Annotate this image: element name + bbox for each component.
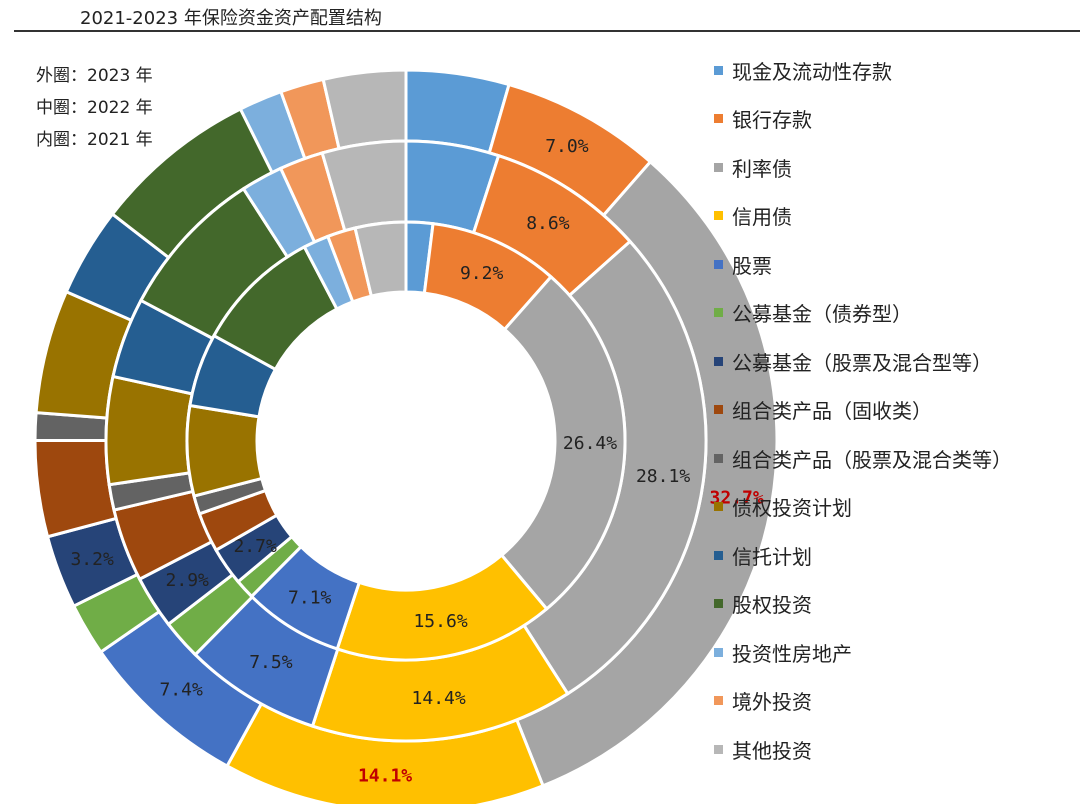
legend-item: 信用债: [714, 192, 1012, 241]
legend-swatch: [714, 308, 723, 318]
legend-label: 现金及流动性存款: [732, 59, 892, 84]
slice-outer-14: [321, 68, 408, 151]
legend-item: 股票: [714, 240, 1012, 289]
legend-item: 公募基金（债券型）: [714, 289, 1012, 338]
data-label-middle-6: 2.9%: [166, 570, 210, 591]
legend-label: 股票: [732, 253, 772, 278]
ring-note-middle: 中圈：2022 年: [36, 98, 153, 118]
title-rule: [14, 30, 1080, 32]
ring-notes: 外圈：2023 年 中圈：2022 年 内圈：2021 年: [36, 60, 153, 156]
legend-swatch: [714, 550, 723, 560]
legend-swatch: [714, 259, 723, 269]
data-label-middle-3: 14.4%: [412, 688, 466, 709]
donut-hole: [257, 292, 555, 590]
legend-label: 公募基金（债券型）: [732, 302, 912, 327]
data-label-inner-4: 7.1%: [288, 587, 332, 608]
ring-note-outer: 外圈：2023 年: [36, 66, 153, 86]
data-label-outer-4: 7.4%: [159, 679, 203, 700]
legend-item: 其他投资: [714, 725, 1012, 774]
legend-label: 银行存款: [732, 108, 812, 133]
legend-swatch: [714, 599, 723, 609]
legend-item: 股权投资: [714, 580, 1012, 629]
slice-outer-7: [33, 438, 118, 539]
legend-label: 信用债: [732, 205, 792, 230]
legend-label: 境外投资: [732, 690, 812, 715]
legend-swatch: [714, 453, 723, 463]
legend-swatch: [714, 211, 723, 221]
data-label-middle-4: 7.5%: [249, 652, 293, 673]
chart-legend: 现金及流动性存款 银行存款利率债信用债股票公募基金（债券型） 公募基金（股票及混合型…: [714, 46, 1012, 774]
legend-label: 信托计划: [732, 544, 812, 569]
legend-item: 境外投资: [714, 677, 1012, 726]
data-label-inner-2: 26.4%: [563, 433, 617, 454]
data-label-outer-3: 14.1%: [358, 765, 412, 786]
legend-item: 组合类产品（股票及混合类等）: [714, 434, 1012, 483]
legend-item: 利率债: [714, 143, 1012, 192]
legend-swatch: [714, 65, 723, 75]
legend-item: 公募基金（股票及混合型等）: [714, 337, 1012, 386]
legend-label: 公募基金（股票及混合型等）: [732, 350, 992, 375]
slice-inner-9: [185, 403, 264, 498]
legend-item: 现金及流动性存款: [714, 46, 1012, 95]
legend-item: 银行存款: [714, 95, 1012, 144]
legend-label: 组合类产品（固收类）: [732, 399, 932, 424]
legend-swatch: [714, 162, 723, 172]
page-title: 2021-2023 年保险资金资产配置结构: [80, 8, 382, 29]
slice-middle-9: [104, 374, 194, 487]
data-label-middle-2: 28.1%: [636, 466, 690, 487]
legend-label: 利率债: [732, 156, 792, 181]
legend-swatch: [714, 356, 723, 366]
data-label-outer-2: 32.7%: [710, 487, 764, 508]
legend-swatch: [714, 405, 723, 415]
legend-item: 信托计划: [714, 531, 1012, 580]
legend-swatch: [714, 744, 723, 754]
legend-swatch: [714, 114, 723, 124]
legend-item: 投资性房地产: [714, 628, 1012, 677]
ring-note-inner: 内圈：2021 年: [36, 130, 153, 150]
legend-label: 组合类产品（股票及混合类等）: [732, 447, 1012, 472]
legend-label: 股权投资: [732, 593, 812, 618]
data-label-middle-1: 8.6%: [526, 213, 570, 234]
legend-swatch: [714, 647, 723, 657]
legend-label: 债权投资计划: [732, 496, 852, 521]
legend-label: 投资性房地产: [732, 641, 852, 666]
legend-swatch: [714, 696, 723, 706]
legend-swatch: [714, 502, 723, 512]
legend-label: 其他投资: [732, 738, 812, 763]
data-label-inner-6: 2.7%: [233, 536, 277, 557]
legend-item: 债权投资计划: [714, 483, 1012, 532]
data-label-outer-6: 3.2%: [70, 549, 114, 570]
legend-item: 组合类产品（固收类）: [714, 386, 1012, 435]
data-label-inner-1: 9.2%: [460, 263, 504, 284]
data-label-outer-1: 7.0%: [545, 136, 589, 157]
data-label-inner-3: 15.6%: [413, 611, 467, 632]
